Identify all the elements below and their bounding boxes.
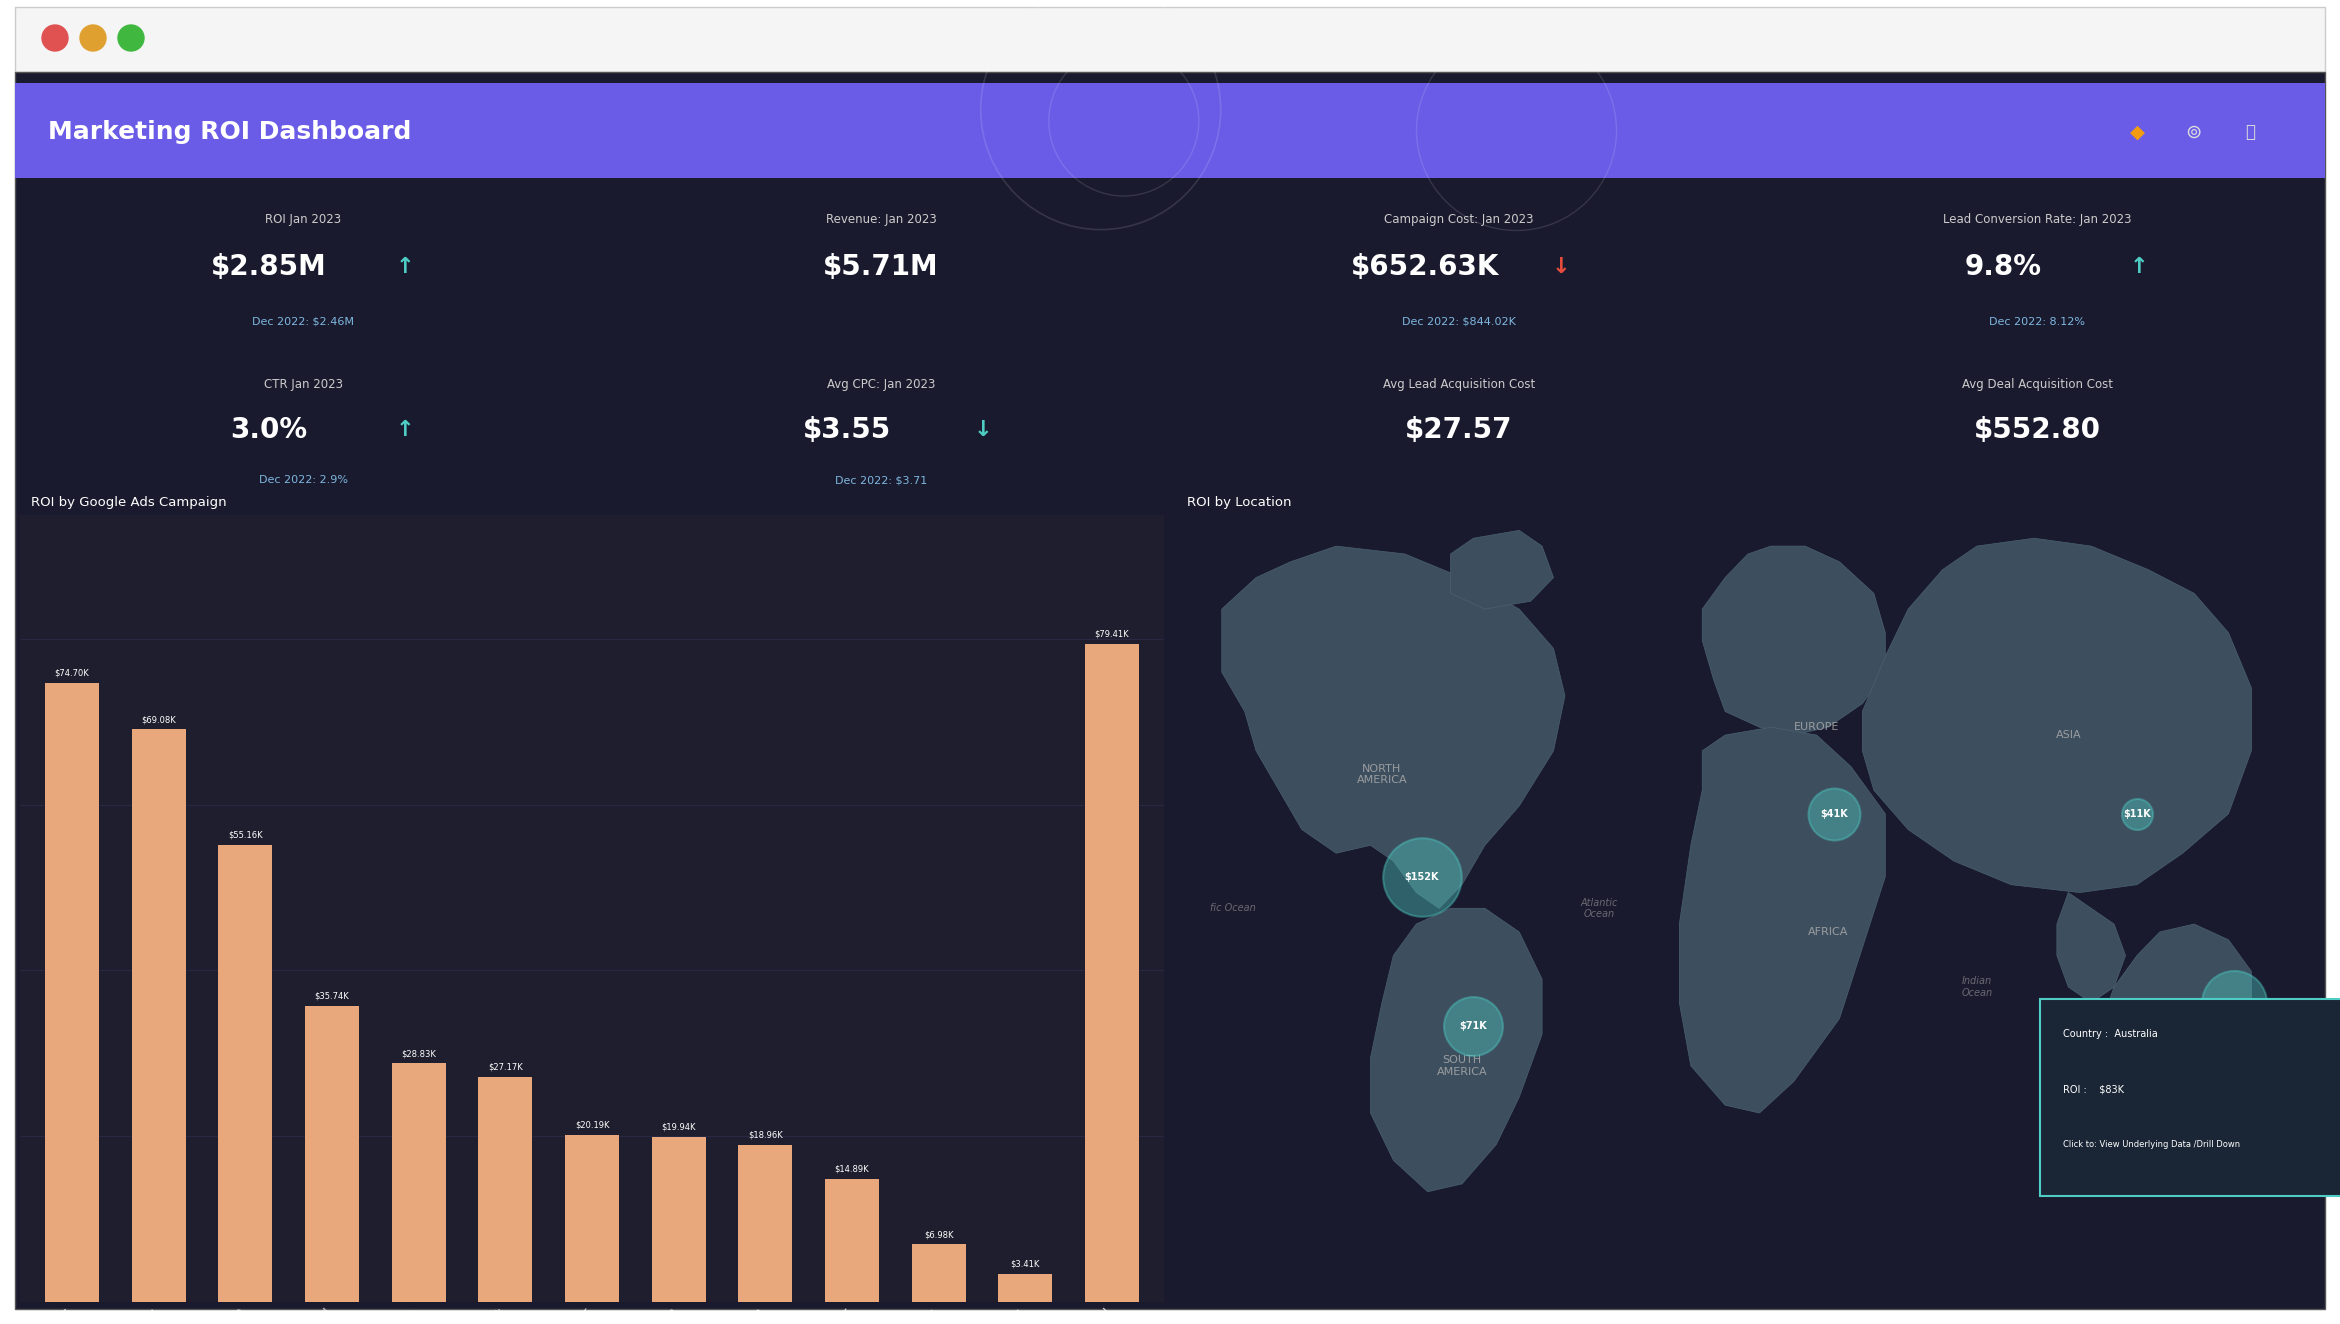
Text: ◆: ◆ — [2129, 123, 2146, 142]
Text: Dec 2022: 8.12%: Dec 2022: 8.12% — [1989, 316, 2085, 327]
Text: Click to: View Underlying Data /Drill Down: Click to: View Underlying Data /Drill Do… — [2062, 1140, 2239, 1149]
Text: $71K: $71K — [1460, 1021, 1488, 1031]
Text: Revenue: Jan 2023: Revenue: Jan 2023 — [826, 213, 936, 226]
Bar — [1086, 643, 1140, 1301]
Text: ⧉: ⧉ — [2244, 123, 2256, 142]
Text: ↑: ↑ — [2129, 257, 2148, 278]
Text: Marketing ROI Dashboard: Marketing ROI Dashboard — [49, 120, 412, 144]
Bar — [566, 1135, 618, 1301]
Text: $11K: $11K — [2122, 809, 2150, 818]
Text: Atlantic
Ocean: Atlantic Ocean — [1580, 898, 1617, 919]
Text: $83K: $83K — [2221, 998, 2249, 1008]
Polygon shape — [1371, 908, 1542, 1192]
Text: ↓: ↓ — [973, 420, 992, 440]
Bar — [477, 1076, 531, 1301]
Text: ROI :    $83K: ROI : $83K — [2062, 1084, 2125, 1095]
Point — [1455, 1016, 1493, 1037]
Text: $3.55: $3.55 — [803, 416, 892, 444]
Text: ROI Jan 2023: ROI Jan 2023 — [264, 213, 342, 226]
Polygon shape — [1680, 727, 1886, 1113]
Text: ⊚: ⊚ — [2186, 123, 2202, 142]
Text: $35.74K: $35.74K — [314, 992, 349, 1001]
Bar — [739, 1145, 793, 1301]
Text: $55.16K: $55.16K — [227, 831, 262, 839]
Text: Dec 2022: $3.71: Dec 2022: $3.71 — [835, 475, 927, 486]
Circle shape — [80, 25, 105, 52]
Text: fic Ocean: fic Ocean — [1210, 903, 1257, 914]
Text: $27.17K: $27.17K — [489, 1063, 522, 1072]
Bar — [999, 1274, 1053, 1301]
Text: Dec 2022: $2.46M: Dec 2022: $2.46M — [253, 316, 353, 327]
Text: $20.19K: $20.19K — [576, 1120, 608, 1129]
Bar — [826, 1178, 880, 1301]
Text: $552.80: $552.80 — [1973, 416, 2101, 444]
Polygon shape — [1863, 539, 2251, 892]
Polygon shape — [1451, 531, 1554, 609]
Bar — [44, 683, 98, 1301]
Circle shape — [117, 25, 145, 52]
Text: 9.8%: 9.8% — [1966, 253, 2040, 282]
Text: $3.41K: $3.41K — [1011, 1259, 1039, 1268]
Text: $27.57: $27.57 — [1406, 416, 1512, 444]
Bar — [304, 1006, 358, 1301]
Text: $152K: $152K — [1404, 871, 1439, 882]
Text: ROI by Google Ads Campaign: ROI by Google Ads Campaign — [30, 496, 227, 510]
Text: $74.70K: $74.70K — [54, 669, 89, 678]
Text: Dec 2022: $844.02K: Dec 2022: $844.02K — [1402, 316, 1516, 327]
Text: Avg CPC: Jan 2023: Avg CPC: Jan 2023 — [826, 379, 936, 391]
Text: AFRICA: AFRICA — [1809, 927, 1849, 937]
Text: $6.98K: $6.98K — [924, 1230, 952, 1239]
Point — [2216, 992, 2253, 1013]
Polygon shape — [2104, 924, 2251, 1090]
Text: NORTH
AMERICA: NORTH AMERICA — [1357, 764, 1406, 785]
Text: Avg Lead Acquisition Cost: Avg Lead Acquisition Cost — [1383, 379, 1535, 391]
Text: ↓: ↓ — [1551, 257, 1570, 278]
Bar — [653, 1137, 707, 1301]
Text: Country :  Australia: Country : Australia — [2062, 1029, 2157, 1039]
Bar — [391, 1063, 445, 1301]
Text: $41K: $41K — [1821, 809, 1849, 818]
Text: $79.41K: $79.41K — [1095, 630, 1130, 639]
Circle shape — [42, 25, 68, 52]
Text: Dec 2022: 2.9%: Dec 2022: 2.9% — [257, 475, 349, 486]
Bar — [14, 7, 2326, 71]
Text: Campaign Cost: Jan 2023: Campaign Cost: Jan 2023 — [1385, 213, 1533, 226]
Text: $18.96K: $18.96K — [749, 1131, 782, 1140]
Bar — [131, 730, 185, 1301]
Text: EUROPE: EUROPE — [1795, 722, 1839, 732]
Text: ROI by Location: ROI by Location — [1186, 496, 1292, 510]
Text: $5.71M: $5.71M — [824, 253, 938, 282]
Bar — [913, 1245, 966, 1301]
Text: Lead Conversion Rate: Jan 2023: Lead Conversion Rate: Jan 2023 — [1942, 213, 2132, 226]
Text: ↑: ↑ — [395, 420, 414, 440]
Point — [1404, 866, 1441, 887]
Polygon shape — [1221, 545, 1565, 908]
Text: $652.63K: $652.63K — [1350, 253, 1500, 282]
Text: SOUTH
AMERICA: SOUTH AMERICA — [1437, 1055, 1488, 1076]
Text: ↑: ↑ — [395, 257, 414, 278]
Bar — [218, 845, 271, 1301]
Polygon shape — [2057, 892, 2125, 1002]
Text: $2.85M: $2.85M — [211, 253, 328, 282]
Text: ASIA: ASIA — [2055, 730, 2080, 740]
Text: 3.0%: 3.0% — [229, 416, 307, 444]
Text: $28.83K: $28.83K — [400, 1049, 435, 1058]
Text: CTR Jan 2023: CTR Jan 2023 — [264, 379, 342, 391]
Text: $69.08K: $69.08K — [140, 715, 176, 724]
Text: Indian
Ocean: Indian Ocean — [1961, 976, 1991, 998]
Text: OCEANIA: OCEANIA — [2183, 1045, 2228, 1055]
Point — [2118, 804, 2155, 825]
Text: Avg Deal Acquisition Cost: Avg Deal Acquisition Cost — [1961, 379, 2113, 391]
Point — [1816, 804, 1853, 825]
Text: $19.94K: $19.94K — [662, 1123, 695, 1132]
Bar — [14, 83, 2326, 177]
Text: $14.89K: $14.89K — [835, 1165, 870, 1173]
FancyBboxPatch shape — [2040, 998, 2340, 1196]
Polygon shape — [1701, 545, 1886, 735]
